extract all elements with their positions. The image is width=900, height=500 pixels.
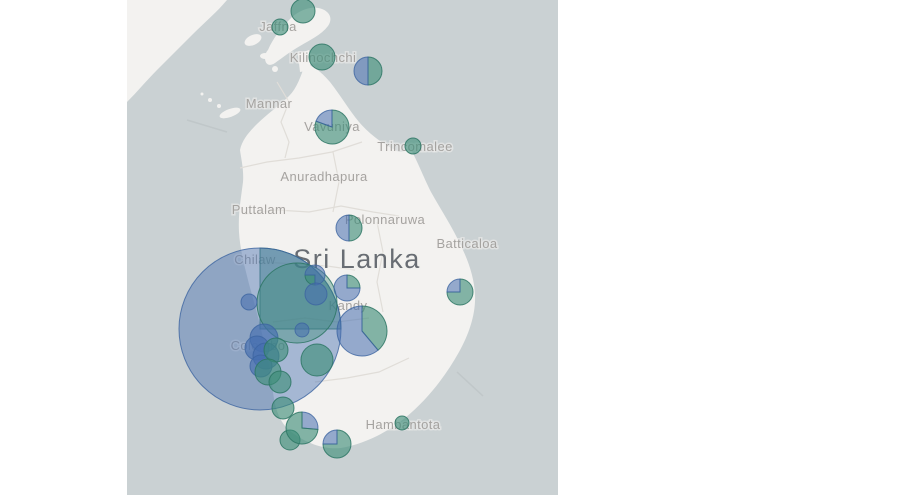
map-label-anuradhapura: Anuradhapura [280, 169, 368, 184]
map-label-sri-lanka: Sri Lanka [293, 244, 421, 274]
pie-segment-teal [348, 214, 363, 242]
map-label-puttalam: Puttalam [232, 202, 287, 217]
kandy-pie[interactable] [333, 274, 361, 302]
small-blue-bubble[interactable] [294, 322, 310, 338]
nuwara-pie[interactable] [336, 305, 388, 357]
map-label-mannar: Mannar [246, 96, 293, 111]
pie-segment-blue [336, 305, 379, 357]
pie-segment-teal [367, 56, 383, 86]
colombo-teal-1[interactable] [263, 337, 289, 363]
east-coast-pie[interactable] [446, 278, 474, 306]
ratnapura-bubble[interactable] [300, 343, 334, 377]
kegalle-bubble[interactable] [304, 282, 328, 306]
matale-pie[interactable] [304, 264, 326, 286]
pie-segment-blue [446, 278, 461, 293]
pie-segment-blue [315, 109, 333, 128]
pie-segment-teal [285, 411, 319, 445]
vavuniya-pie[interactable] [314, 109, 350, 145]
pie-segment-teal [361, 305, 388, 351]
kilinochchi-bubble[interactable] [308, 43, 336, 71]
pie-segment-blue [353, 56, 369, 86]
galle-pie[interactable] [285, 411, 319, 445]
pie-segment-blue [333, 274, 361, 302]
map-canvas[interactable]: JaffnaKilinochchiMannarVavuniyaTrincomal… [127, 0, 558, 495]
map-label-polonnaruwa: Polonnaruwa [345, 212, 426, 227]
hambantota-bubble[interactable] [394, 415, 410, 431]
mullaitivu-pie[interactable] [353, 56, 383, 86]
pie-segment-teal [322, 429, 352, 459]
jaffna-bubble[interactable] [271, 18, 289, 36]
basemap-land [127, 0, 476, 449]
pie-segment-blue [322, 429, 338, 445]
sea-route-lines [186, 119, 484, 397]
gampaha-bubble[interactable] [240, 293, 258, 311]
map-label-batticaloa: Batticaloa [436, 236, 497, 251]
trincomalee-bubble[interactable] [404, 137, 422, 155]
polonnaruwa-pie[interactable] [335, 214, 363, 242]
kalutara-bubble[interactable] [268, 370, 292, 394]
pie-segment-blue [335, 214, 350, 242]
point-pedro-bubble[interactable] [290, 0, 316, 24]
bubble-layer [178, 0, 474, 459]
matara-pie[interactable] [322, 429, 352, 459]
ambalangoda-bubble[interactable] [271, 396, 295, 420]
